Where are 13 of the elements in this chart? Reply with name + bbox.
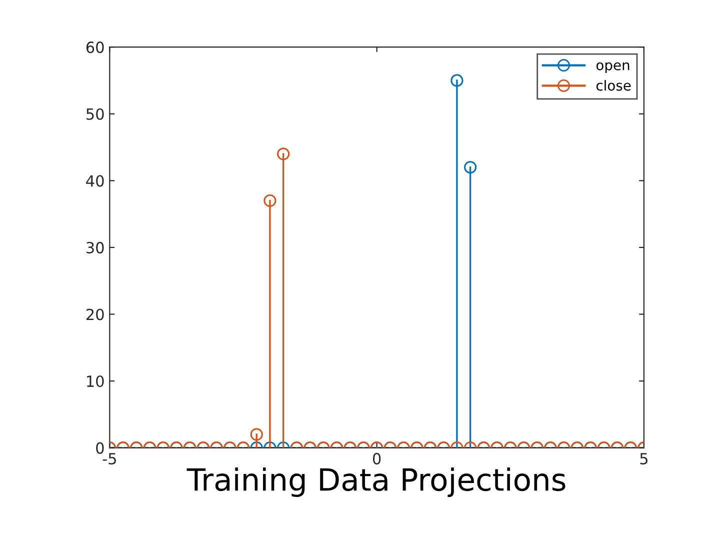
legend-label: close [596, 80, 631, 91]
x-tick-label: 0 [372, 452, 381, 464]
x-axis-title: Training Data Projections [186, 467, 566, 498]
y-tick-label: 40 [86, 175, 104, 187]
y-tick-label: 0 [96, 442, 104, 454]
y-tick-label: 30 [86, 242, 104, 254]
x-tick-label: -5 [102, 453, 116, 464]
y-tick-label: 60 [86, 42, 104, 54]
y-tick-label: 20 [86, 308, 104, 320]
x-tick-label: 5 [640, 453, 648, 464]
y-tick-label: 50 [86, 108, 104, 120]
legend-label: open [596, 62, 630, 74]
y-tick-label: 10 [87, 375, 104, 388]
